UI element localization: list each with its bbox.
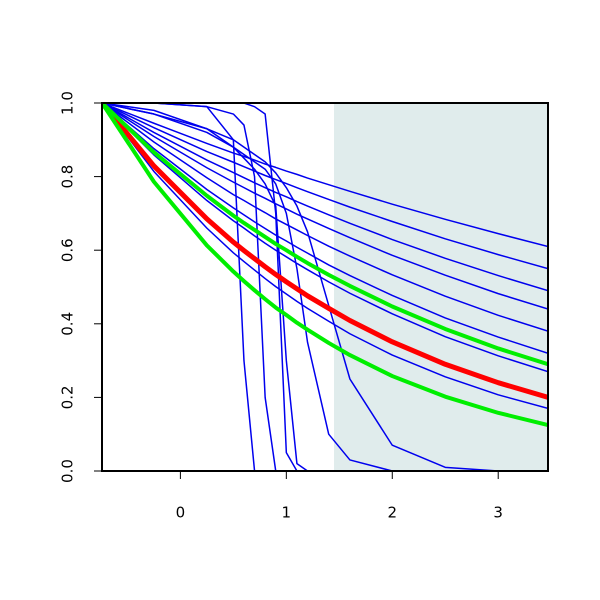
series-line [102,103,548,471]
series-line [102,103,548,373]
series-line [102,103,548,310]
y-tick-label: 0.0 [59,459,77,483]
x-tick-label: 3 [493,504,503,522]
series-line [102,103,548,400]
series-line [102,103,548,354]
y-tick-label: 0.2 [59,385,77,409]
series-line [102,103,548,471]
series-line [102,103,548,471]
series-line [102,103,548,471]
series-line [102,103,548,427]
y-tick-label: 0.6 [59,238,77,262]
series-line [102,103,548,471]
plot-area [102,103,548,471]
plot-frame [101,102,549,472]
y-tick-label: 0.4 [59,312,77,336]
x-tick-label: 1 [282,504,292,522]
y-tick-label: 0.8 [59,165,77,189]
series-line [102,103,548,332]
y-tick-label: 1.0 [59,91,77,115]
series-line [102,103,548,471]
series-line [102,103,548,292]
x-tick-label: 0 [176,504,186,522]
series-line [102,103,548,270]
series-line [102,103,548,410]
series-line [102,103,548,248]
x-tick-label: 2 [387,504,397,522]
series-line [102,103,548,367]
